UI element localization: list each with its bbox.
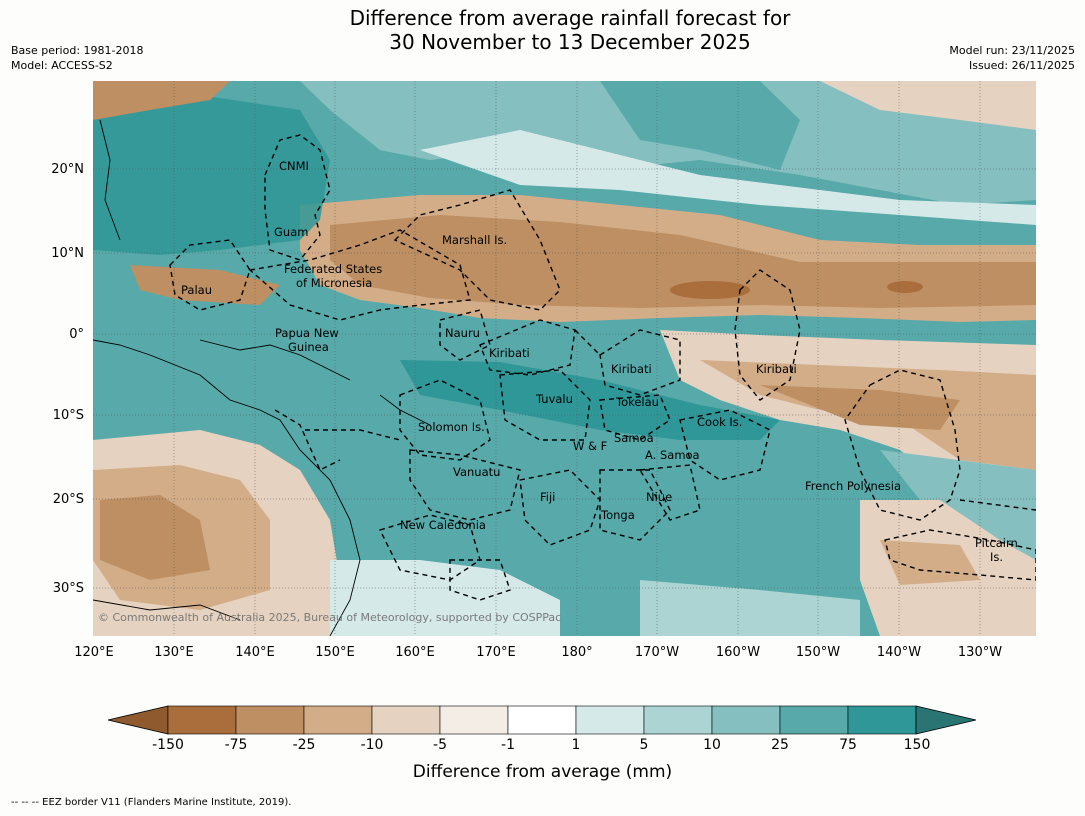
lon-label: 150°W	[795, 645, 841, 660]
lon-label: 130°W	[957, 645, 1003, 660]
region-label: of Micronesia	[296, 276, 372, 290]
colorbar-swatch	[711, 705, 781, 735]
region-label: Tuvalu	[535, 392, 573, 406]
colorbar-swatch	[303, 705, 373, 735]
region-label: Pitcairn	[975, 536, 1018, 550]
colorbar-swatch	[779, 705, 849, 735]
lon-label: 150°E	[315, 645, 355, 660]
region-label: New Caledonia	[400, 518, 486, 532]
region-label: Fiji	[540, 490, 555, 504]
model-run-date: Model run: 23/11/2025	[949, 44, 1075, 57]
region-labels: CNMI Guam Marshall Is. Federated States …	[181, 159, 1018, 564]
region-label: Guam	[274, 225, 308, 239]
region-label: Kiribati	[611, 362, 652, 376]
region-label: Papua New	[275, 326, 339, 340]
title-line-2: 30 November to 13 December 2025	[389, 30, 751, 54]
colorbar-swatch	[643, 705, 713, 735]
meta-right: Model run: 23/11/2025 Issued: 26/11/2025	[949, 43, 1075, 73]
lon-label: 180°	[561, 645, 593, 660]
region-label: Samoa	[614, 431, 654, 445]
region-label: Nauru	[445, 326, 480, 340]
region-label: W & F	[573, 439, 607, 453]
map-field: © Commonwealth of Australia 2025, Bureau…	[93, 81, 1036, 636]
region-label: Cook Is.	[697, 415, 742, 429]
coastlines	[93, 119, 431, 636]
region-label: CNMI	[279, 159, 309, 173]
colorbar-swatch	[167, 705, 237, 735]
lon-label: 160°W	[715, 645, 761, 660]
region-label: Guinea	[288, 340, 329, 354]
colorbar-tick: 10	[703, 737, 721, 753]
region-label: Palau	[181, 283, 212, 297]
colorbar-swatch	[371, 705, 441, 735]
colorbar-over-arrow	[915, 705, 977, 735]
title-line-1: Difference from average rainfall forecas…	[349, 6, 791, 30]
colorbar-tick: -25	[292, 737, 316, 753]
eez-borders	[169, 134, 1036, 601]
region-label: Niue	[646, 490, 672, 504]
region-label: Solomon Is.	[418, 420, 485, 434]
colorbar-tick: 75	[839, 737, 857, 753]
lat-label: 10°N	[51, 246, 84, 261]
eez-footnote: -- -- -- EEZ border V11 (Flanders Marine…	[11, 797, 292, 808]
copyright-text: © Commonwealth of Australia 2025, Bureau…	[98, 611, 561, 624]
region-label: Kiribati	[756, 362, 797, 376]
region-label: French Polynesia	[805, 479, 901, 493]
colorbar-tick: -1	[501, 737, 515, 753]
region-label: Is.	[990, 550, 1003, 564]
lat-label: 10°S	[52, 408, 84, 423]
colorbar-tick: 1	[571, 737, 581, 753]
colorbar-tick: 25	[771, 737, 789, 753]
colorbar-tick: -10	[360, 737, 384, 753]
lat-label: 20°N	[51, 162, 84, 177]
lon-label: 130°E	[154, 645, 194, 660]
region-label: Tonga	[600, 508, 635, 522]
region-label: A. Samoa	[645, 448, 700, 462]
colorbar-tick: -75	[224, 737, 248, 753]
colorbar-title: Difference from average (mm)	[412, 762, 673, 782]
region-label: Tokelau	[615, 395, 659, 409]
colorbar-swatch	[847, 705, 917, 735]
rainfall-map: © Commonwealth of Australia 2025, Bureau…	[93, 81, 1036, 636]
colorbar-tick: 150	[903, 737, 931, 753]
lon-label: 140°E	[235, 645, 275, 660]
colorbar-tick: 5	[639, 737, 649, 753]
lon-label: 140°W	[876, 645, 922, 660]
colorbar-tick: -5	[433, 737, 447, 753]
colorbar-swatch	[439, 705, 509, 735]
lon-label: 170°E	[476, 645, 516, 660]
colorbar-under-arrow	[107, 705, 169, 735]
colorbar	[107, 705, 977, 735]
model-name: Model: ACCESS-S2	[11, 59, 113, 72]
lon-label: 170°W	[634, 645, 680, 660]
colorbar-swatch	[235, 705, 305, 735]
lon-label: 160°E	[395, 645, 435, 660]
colorbar-tick: -150	[152, 737, 184, 753]
issued-date: Issued: 26/11/2025	[968, 59, 1075, 72]
chart-title: Difference from average rainfall forecas…	[0, 6, 1085, 54]
lat-label: 0°	[69, 327, 84, 342]
region-label: Marshall Is.	[442, 233, 507, 247]
region-label: Federated States	[284, 262, 382, 276]
colorbar-swatch	[575, 705, 645, 735]
base-period: Base period: 1981-2018	[11, 44, 144, 57]
lon-label: 120°E	[74, 645, 114, 660]
lat-label: 20°S	[52, 492, 84, 507]
region-label: Kiribati	[489, 346, 530, 360]
lat-label: 30°S	[52, 581, 84, 596]
meta-left: Base period: 1981-2018 Model: ACCESS-S2	[11, 43, 143, 73]
graticule	[93, 81, 1036, 636]
colorbar-swatch	[507, 705, 577, 735]
region-label: Vanuatu	[453, 465, 500, 479]
